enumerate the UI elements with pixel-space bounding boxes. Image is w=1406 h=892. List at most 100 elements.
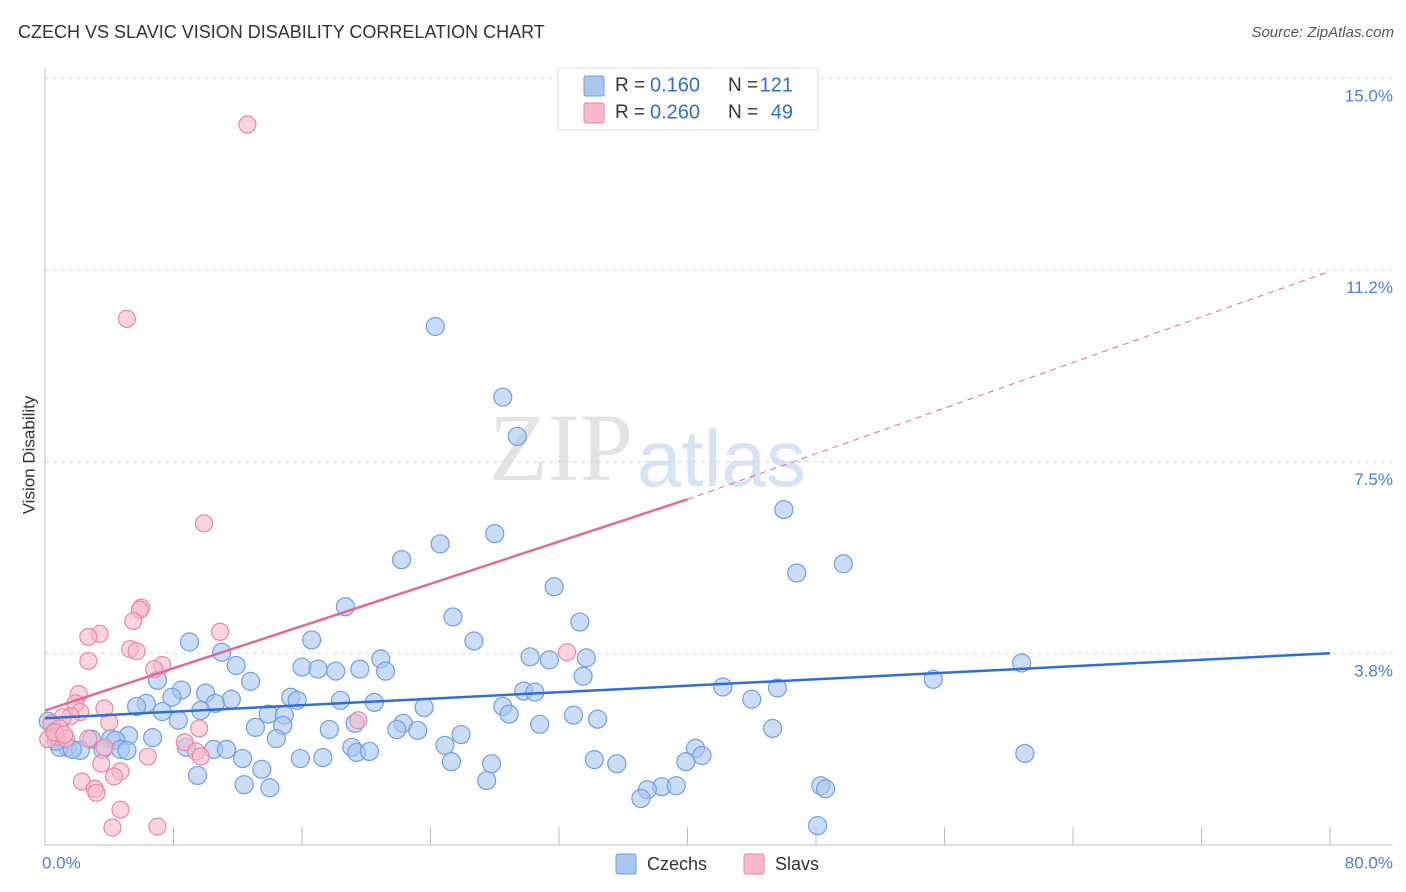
point <box>676 752 696 772</box>
legend-n-prefix: N = <box>728 75 758 96</box>
watermark: ZIP <box>489 394 633 501</box>
point <box>117 740 137 761</box>
point <box>387 719 407 740</box>
point <box>194 514 214 533</box>
point <box>713 677 733 697</box>
point <box>292 657 312 677</box>
point <box>266 729 286 749</box>
x-tick-label: 0.0% <box>42 853 81 872</box>
point <box>485 523 505 544</box>
point <box>570 612 590 632</box>
y-tick-label: 15.0% <box>1345 86 1393 105</box>
point <box>544 577 564 597</box>
point <box>241 671 261 691</box>
legend-swatch <box>615 853 637 875</box>
point <box>55 725 74 744</box>
point <box>104 767 124 786</box>
y-tick-label: 3.8% <box>1354 662 1393 681</box>
point <box>260 778 280 798</box>
point <box>530 714 550 734</box>
y-tick-label: 11.2% <box>1346 278 1393 297</box>
point <box>319 719 339 740</box>
point <box>179 632 200 652</box>
y-tick-label: 7.5% <box>1354 470 1393 489</box>
point <box>573 666 593 686</box>
point <box>210 622 230 641</box>
point <box>833 554 853 574</box>
point <box>238 115 257 134</box>
legend-label: Slavs <box>775 854 819 874</box>
point <box>103 818 122 837</box>
point <box>375 661 396 681</box>
point <box>191 747 210 766</box>
point <box>79 651 98 671</box>
point <box>443 607 463 627</box>
point <box>111 800 130 819</box>
point <box>451 724 471 745</box>
legend-r-prefix: R = <box>615 102 645 123</box>
point <box>350 659 370 679</box>
trend-line <box>44 652 1331 720</box>
point <box>767 678 788 698</box>
point <box>435 735 455 755</box>
point <box>493 387 513 407</box>
point <box>216 739 237 759</box>
point <box>587 709 608 729</box>
point <box>425 316 445 337</box>
point <box>326 661 346 681</box>
point <box>1015 743 1035 764</box>
point <box>414 697 434 718</box>
point <box>499 704 519 724</box>
point <box>302 630 322 650</box>
point <box>539 650 559 670</box>
point <box>692 745 712 766</box>
point <box>245 717 266 737</box>
point <box>816 779 836 799</box>
point <box>774 499 794 520</box>
point <box>563 705 584 725</box>
legend-r-prefix: R = <box>615 75 645 96</box>
point <box>631 788 651 809</box>
point <box>126 696 147 717</box>
point <box>557 643 577 662</box>
point <box>391 550 412 570</box>
trend-extension <box>687 270 1331 500</box>
point <box>507 426 527 447</box>
point <box>408 720 428 741</box>
point <box>117 309 137 328</box>
point <box>520 647 540 667</box>
legend-r: 0.160 <box>650 74 700 96</box>
point <box>308 659 328 679</box>
point <box>666 776 686 796</box>
point <box>79 729 98 748</box>
chart-title: CZECH VS SLAVIC VISION DISABILITY CORREL… <box>18 22 545 42</box>
point <box>124 611 143 631</box>
point <box>252 759 272 779</box>
point <box>349 711 368 730</box>
point <box>232 748 253 769</box>
point <box>313 747 333 768</box>
point <box>87 783 106 802</box>
point <box>763 718 783 739</box>
point <box>148 817 167 836</box>
point <box>168 710 188 730</box>
point <box>477 770 497 791</box>
legend-n: 49 <box>771 101 793 123</box>
point <box>187 765 208 786</box>
point <box>808 815 828 836</box>
point <box>138 747 157 766</box>
point <box>742 689 762 709</box>
source: Source: ZipAtlas.com <box>1251 24 1394 41</box>
point <box>95 738 114 757</box>
point <box>576 648 596 668</box>
point <box>359 741 380 762</box>
x-tick-label: 80.0% <box>1345 853 1393 872</box>
point <box>290 748 310 769</box>
point <box>787 563 807 583</box>
legend-label: Czechs <box>647 854 707 874</box>
point <box>441 752 461 772</box>
point <box>923 669 943 689</box>
point <box>221 689 241 709</box>
legend-swatch <box>583 102 605 124</box>
